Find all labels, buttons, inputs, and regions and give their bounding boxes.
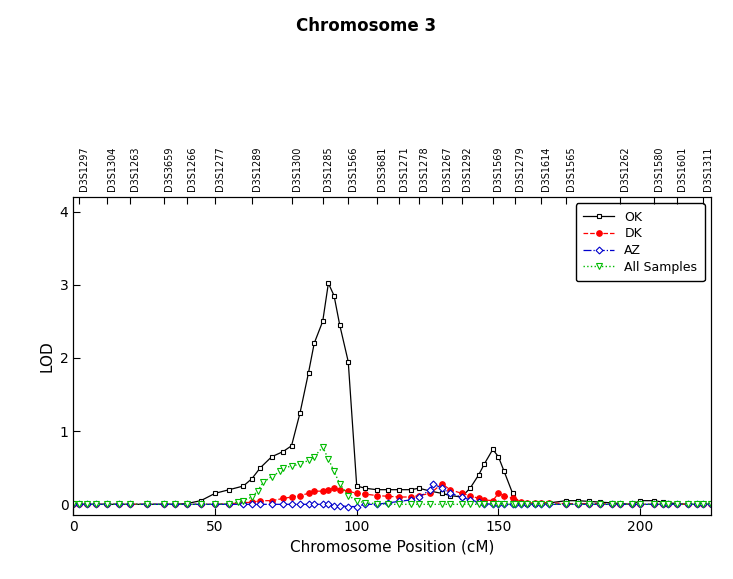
DK bbox=[353, 490, 361, 497]
AZ bbox=[196, 501, 205, 508]
Text: D3S1311: D3S1311 bbox=[702, 146, 712, 191]
Text: D3S1285: D3S1285 bbox=[323, 146, 333, 191]
All Samples bbox=[69, 501, 78, 508]
AZ bbox=[69, 501, 78, 508]
OK bbox=[361, 485, 369, 492]
OK bbox=[69, 501, 78, 508]
All Samples bbox=[395, 501, 404, 508]
AZ bbox=[429, 481, 438, 488]
DK bbox=[474, 495, 483, 502]
Text: D3S1266: D3S1266 bbox=[187, 146, 196, 191]
DK bbox=[707, 501, 715, 508]
Text: D3S1565: D3S1565 bbox=[567, 146, 576, 191]
Y-axis label: LOD: LOD bbox=[39, 340, 54, 372]
OK bbox=[465, 485, 474, 492]
Text: D3S1267: D3S1267 bbox=[442, 146, 452, 191]
Text: D3S1304: D3S1304 bbox=[107, 146, 117, 191]
Text: D3S1601: D3S1601 bbox=[677, 146, 687, 191]
AZ bbox=[474, 499, 483, 505]
Text: D3S1289: D3S1289 bbox=[252, 146, 262, 191]
DK bbox=[465, 492, 474, 499]
OK bbox=[256, 464, 265, 471]
Line: AZ: AZ bbox=[71, 481, 713, 509]
AZ bbox=[707, 501, 715, 508]
AZ bbox=[114, 501, 123, 508]
Text: D3S1300: D3S1300 bbox=[292, 146, 301, 191]
Text: D3S1263: D3S1263 bbox=[130, 146, 140, 191]
Text: D3S1580: D3S1580 bbox=[655, 146, 664, 191]
Text: D3S1271: D3S1271 bbox=[399, 146, 409, 191]
OK bbox=[248, 475, 257, 482]
DK bbox=[438, 481, 446, 488]
AZ bbox=[573, 501, 582, 508]
Text: Chromosome 3: Chromosome 3 bbox=[296, 17, 437, 35]
Line: OK: OK bbox=[71, 281, 713, 507]
AZ bbox=[225, 501, 234, 508]
All Samples bbox=[276, 468, 284, 475]
Text: D3S1569: D3S1569 bbox=[493, 146, 503, 191]
Text: D3S1292: D3S1292 bbox=[462, 146, 471, 191]
Legend: OK, DK, AZ, All Samples: OK, DK, AZ, All Samples bbox=[575, 203, 704, 281]
Text: D3S3681: D3S3681 bbox=[377, 146, 386, 191]
Text: D3S1262: D3S1262 bbox=[620, 146, 630, 191]
DK bbox=[69, 501, 78, 508]
Line: All Samples: All Samples bbox=[70, 444, 715, 508]
All Samples bbox=[684, 501, 693, 508]
OK bbox=[707, 501, 715, 508]
All Samples bbox=[545, 501, 554, 508]
Text: D3S1279: D3S1279 bbox=[515, 146, 526, 191]
Text: D3S1277: D3S1277 bbox=[215, 146, 225, 191]
All Samples bbox=[707, 501, 715, 508]
Text: D3S1614: D3S1614 bbox=[541, 146, 551, 191]
DK bbox=[248, 499, 257, 505]
AZ bbox=[698, 501, 707, 508]
OK bbox=[324, 280, 333, 287]
Text: D3S1278: D3S1278 bbox=[419, 146, 429, 191]
DK bbox=[658, 501, 667, 508]
Line: DK: DK bbox=[70, 481, 714, 507]
OK bbox=[474, 471, 483, 478]
All Samples bbox=[83, 501, 92, 508]
All Samples bbox=[318, 444, 327, 450]
OK bbox=[658, 499, 667, 505]
Text: D3S3659: D3S3659 bbox=[164, 146, 174, 191]
Text: D3S1566: D3S1566 bbox=[348, 146, 358, 191]
All Samples bbox=[474, 501, 483, 508]
DK bbox=[256, 497, 265, 504]
AZ bbox=[344, 503, 353, 510]
X-axis label: Chromosome Position (cM): Chromosome Position (cM) bbox=[290, 540, 494, 555]
Text: D3S1297: D3S1297 bbox=[79, 146, 89, 191]
